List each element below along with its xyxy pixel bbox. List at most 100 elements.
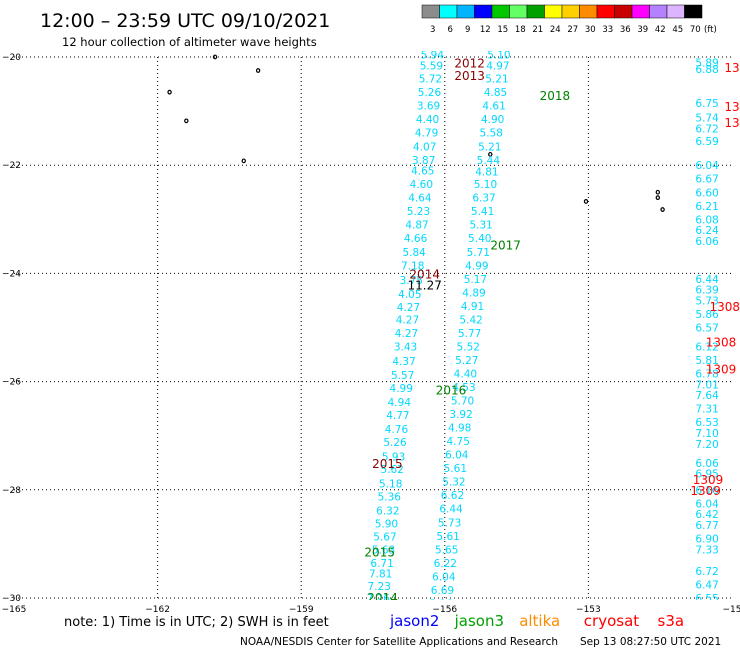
legend-swatch — [474, 4, 493, 19]
track-annotation: 2014 — [409, 267, 440, 281]
chart-subtitle: 12 hour collection of altimeter wave hei… — [62, 35, 317, 49]
track-annotation: 1309 — [693, 473, 724, 487]
wave-height-label: 7.26 — [367, 593, 391, 605]
wave-height-label: 5.90 — [375, 518, 398, 530]
track-annotation: 11.27 — [408, 278, 442, 292]
wave-height-label: 6.72 — [695, 566, 718, 578]
track-annotation: 2016 — [436, 383, 467, 397]
wave-height-label: 4.87 — [405, 220, 428, 232]
island-mark — [212, 54, 218, 60]
wave-height-label: 4.85 — [484, 87, 507, 99]
track-annotation: 1308 — [706, 336, 737, 350]
wave-height-label: 6.37 — [472, 193, 495, 205]
track-annotation: 2018 — [540, 89, 571, 103]
wave-height-label: 5.62 — [380, 464, 403, 476]
wave-height-label: 6.72 — [695, 123, 718, 135]
island-mark — [255, 68, 261, 73]
track-annotation: 2015 — [372, 457, 403, 471]
wave-height-label: 3.75 — [400, 275, 423, 287]
wave-height-label: 7.23 — [368, 581, 391, 593]
footer-credit: NOAA/NESDIS Center for Satellite Applica… — [240, 636, 558, 648]
wave-height-label: 5.93 — [382, 451, 405, 463]
x-tick-label: −153 — [576, 605, 601, 615]
wave-height-label: 4.40 — [416, 114, 439, 126]
wave-height-label: 4.94 — [388, 397, 412, 409]
wave-height-label: 5.73 — [695, 295, 718, 307]
wave-height-label: 5.86 — [695, 309, 719, 321]
wave-height-label: 6.78 — [695, 368, 718, 380]
legend-swatch — [544, 4, 563, 19]
wave-height-label: 6.88 — [695, 64, 718, 76]
legend-swatch — [614, 4, 633, 19]
satellite-legend-item: cryosat — [584, 612, 639, 630]
wave-height-label: 6.55 — [695, 593, 718, 605]
wave-height-label: 5.73 — [438, 517, 461, 529]
x-tick-label: −159 — [289, 605, 314, 615]
wave-height-label: 5.81 — [695, 355, 718, 367]
wave-height-label: 6.71 — [370, 558, 393, 570]
legend-level-label: 21 — [532, 25, 543, 35]
legend-swatch — [649, 4, 668, 19]
legend-swatch — [561, 4, 580, 19]
legend-swatch — [631, 4, 650, 19]
wave-height-label: 5.77 — [458, 328, 481, 340]
wave-height-label: 6.04 — [432, 571, 456, 583]
track-annotation: 1308 — [710, 300, 740, 314]
island-mark — [583, 199, 589, 204]
wave-height-label: 4.53 — [452, 382, 475, 394]
wave-height-label: 6.06 — [695, 458, 719, 470]
wave-height-label: 5.67 — [373, 531, 396, 543]
wave-height-label: 6.38 — [695, 615, 718, 627]
legend-swatch — [666, 4, 685, 19]
island-mark — [167, 89, 172, 95]
track-annotation: 2015 — [364, 546, 395, 560]
wave-height-label: 6.12 — [695, 341, 718, 353]
x-tick-label: −162 — [145, 605, 170, 615]
wave-height-label: 4.05 — [398, 289, 421, 301]
wave-height-label: 5.52 — [457, 341, 480, 353]
wave-height-label: 3.87 — [412, 155, 435, 167]
wave-height-label: 6.62 — [441, 490, 464, 502]
y-tick-label: −28 — [2, 486, 21, 496]
wave-height-label: 4.27 — [395, 328, 418, 340]
wave-height-label: 6.44 — [439, 504, 463, 516]
wave-height-label: 5.36 — [378, 491, 402, 503]
legend-level-label: 70 — [690, 25, 701, 35]
legend-swatch — [579, 4, 598, 19]
wave-height-label: 6.04 — [445, 450, 469, 462]
wave-height-label: 4.77 — [386, 410, 409, 422]
wave-height-label: 5.23 — [407, 206, 430, 218]
wave-height-label: 4.99 — [465, 260, 488, 272]
legend-level-label: 33 — [602, 25, 613, 35]
island-mark — [655, 195, 661, 201]
wave-height-label: 6.16 — [695, 485, 719, 497]
wave-height-label: 4.27 — [397, 302, 420, 314]
y-tick-label: −24 — [2, 269, 21, 279]
legend-swatch — [439, 4, 458, 19]
legend-level-label: 27 — [567, 25, 578, 35]
wave-height-label: 5.61 — [436, 531, 459, 543]
wave-height-label: 5.63 — [372, 544, 395, 556]
wave-height-label: 6.22 — [434, 558, 457, 570]
wave-height-label: 6.59 — [695, 136, 718, 148]
wave-height-label: 4.75 — [447, 436, 470, 448]
wave-height-label: 6.04 — [695, 160, 719, 172]
island-mark — [488, 151, 493, 157]
wave-height-label: 6.44 — [695, 274, 719, 286]
wave-height-label: 5.89 — [695, 57, 718, 69]
legend-level-label: 12 — [480, 25, 491, 35]
wave-height-label: 6.60 — [695, 187, 718, 199]
legend-swatch — [526, 4, 545, 19]
wave-height-label: 5.10 — [487, 49, 510, 61]
legend-level-label: 30 — [585, 25, 596, 35]
wave-height-label: 5.57 — [391, 370, 414, 382]
legend-level-label: 24 — [550, 25, 561, 35]
wave-height-label: 7.18 — [401, 260, 424, 272]
wave-height-label: 5.41 — [471, 206, 494, 218]
wave-height-label: 6.04 — [695, 498, 719, 510]
footer-timestamp: Sep 13 08:27:50 UTC 2021 — [580, 636, 721, 648]
wave-height-label: 4.76 — [385, 424, 409, 436]
legend-level-label: 45 — [672, 25, 683, 35]
island-mark — [655, 189, 661, 195]
track-annotation: 2012 — [454, 56, 485, 70]
